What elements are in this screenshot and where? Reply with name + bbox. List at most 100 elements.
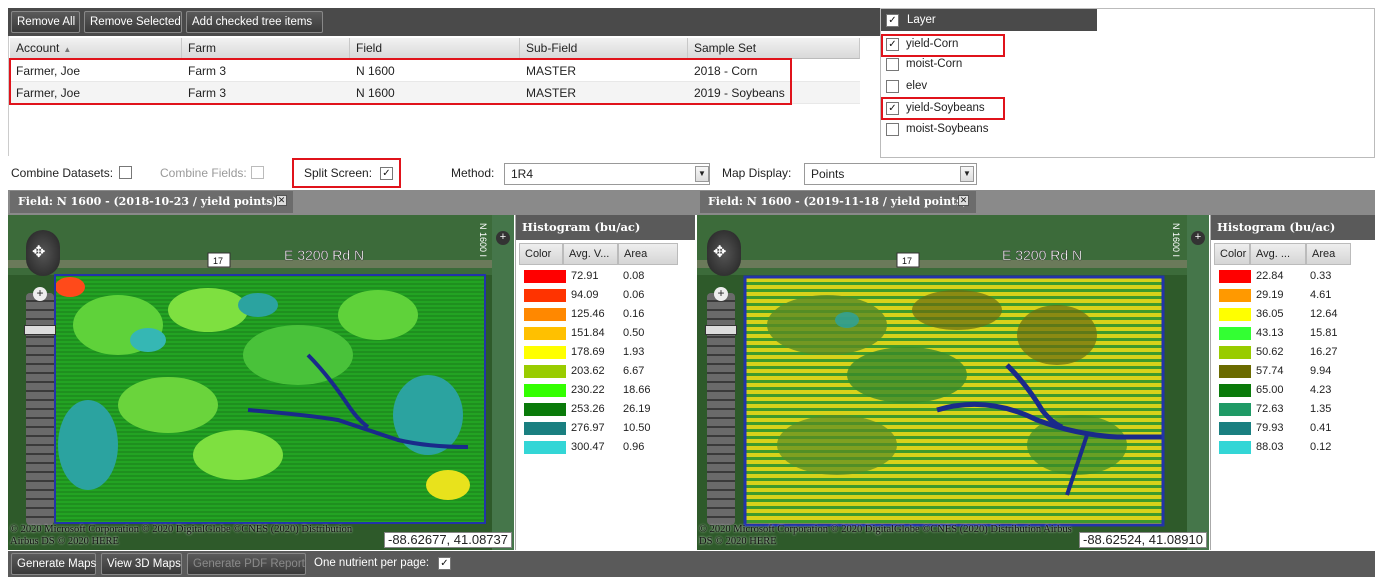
close-icon[interactable]: ✕	[958, 195, 969, 206]
area-value: 15.81	[1310, 327, 1338, 339]
combine-fields-checkbox[interactable]	[251, 166, 264, 179]
cursor-coordinates: -88.62524, 41.08910	[1079, 532, 1207, 548]
add-checked-tree-items-button[interactable]: Add checked tree items	[186, 11, 323, 33]
generate-pdf-report-button[interactable]: Generate PDF Report	[187, 553, 306, 575]
map-view-left[interactable]: E 3200 Rd N 17 ✥ + + N 1600 I © 2020 Mic…	[8, 215, 514, 550]
layer-checkbox[interactable]	[886, 123, 899, 136]
hist-col-area[interactable]: Area	[1306, 243, 1351, 265]
layer-checkbox[interactable]: ✓	[886, 102, 899, 115]
area-value: 6.67	[623, 365, 645, 377]
area-value: 10.50	[623, 422, 651, 434]
split-screen-checkbox[interactable]: ✓	[380, 167, 393, 180]
area-value: 0.50	[623, 327, 645, 339]
layer-item-moist-soybeans[interactable]: moist-Soybeans	[882, 119, 1006, 139]
view-3d-maps-button[interactable]: View 3D Maps	[101, 553, 182, 575]
layer-checkbox[interactable]	[886, 80, 899, 93]
column-header-farm[interactable]: Farm	[182, 38, 350, 59]
zoom-slider[interactable]: +	[705, 287, 737, 525]
layer-item-elev[interactable]: elev	[882, 76, 1006, 96]
chevron-down-icon[interactable]: ▼	[695, 166, 709, 182]
zoom-in-icon[interactable]: +	[714, 287, 728, 301]
zoom-slider[interactable]: +	[24, 287, 56, 525]
pan-control[interactable]: ✥	[26, 230, 60, 276]
column-header-field[interactable]: Field	[350, 38, 520, 59]
map-display-select[interactable]: Points	[804, 163, 977, 185]
method-label: Method:	[451, 166, 495, 180]
rows-highlight	[9, 58, 792, 105]
color-swatch	[1219, 422, 1251, 435]
route-shield: 17	[213, 256, 223, 266]
layer-panel	[880, 8, 1375, 158]
color-swatch	[524, 384, 566, 397]
column-header-account[interactable]: Account ▲	[10, 38, 182, 59]
histogram-row: 50.62 16.27	[1214, 343, 1351, 362]
table-row[interactable]: Farmer, Joe Farm 3 N 1600 MASTER 2019 - …	[10, 82, 860, 104]
color-swatch	[524, 308, 566, 321]
area-value: 0.33	[1310, 270, 1332, 282]
combine-datasets-checkbox[interactable]	[119, 166, 132, 179]
histogram-row: 230.22 18.66	[519, 381, 678, 400]
layer-checkbox[interactable]: ✓	[886, 38, 899, 51]
avg-value: 300.47	[571, 441, 605, 453]
histogram-row: 125.46 0.16	[519, 305, 678, 324]
panel-title-text: Field: N 1600 - (2019-11-18 / yield poin…	[708, 195, 968, 208]
combine-datasets-label: Combine Datasets:	[11, 166, 114, 180]
histogram-title: Histogram (bu/ac)	[516, 215, 695, 240]
chevron-down-icon[interactable]: ▼	[960, 166, 974, 182]
hist-col-color[interactable]: Color	[1214, 243, 1250, 265]
hist-col-color[interactable]: Color	[519, 243, 563, 265]
histogram-row: 65.00 4.23	[1214, 381, 1351, 400]
remove-selected-button[interactable]: Remove Selected	[84, 11, 182, 33]
histogram-row: 72.91 0.08	[519, 267, 678, 286]
plus-icon[interactable]: +	[1191, 231, 1205, 245]
method-select[interactable]: 1R4	[504, 163, 710, 185]
layer-checkbox[interactable]	[886, 58, 899, 71]
avg-value: 43.13	[1256, 327, 1284, 339]
zoom-handle[interactable]	[24, 325, 56, 335]
avg-value: 22.84	[1256, 270, 1284, 282]
color-swatch	[524, 289, 566, 302]
pan-control[interactable]: ✥	[707, 230, 741, 276]
area-value: 0.12	[1310, 441, 1332, 453]
split-screen-highlight	[292, 158, 401, 188]
hist-col-avg[interactable]: Avg. ...	[1250, 243, 1306, 265]
area-value: 1.93	[623, 346, 645, 358]
column-header-sub-field[interactable]: Sub-Field	[520, 38, 688, 59]
hist-col-area[interactable]: Area	[618, 243, 678, 265]
cell-account: Farmer, Joe	[16, 64, 81, 78]
color-swatch	[1219, 308, 1251, 321]
layer-item-yield-corn[interactable]: ✓ yield-Corn	[882, 34, 1006, 54]
zoom-in-icon[interactable]: +	[33, 287, 47, 301]
table-row[interactable]: Farmer, Joe Farm 3 N 1600 MASTER 2018 - …	[10, 60, 860, 82]
histogram-row: 36.05 12.64	[1214, 305, 1351, 324]
cell-sample-set: 2019 - Soybeans	[694, 86, 785, 100]
color-swatch	[1219, 403, 1251, 416]
area-value: 4.23	[1310, 384, 1332, 396]
layer-item-moist-corn[interactable]: moist-Corn	[882, 54, 1006, 74]
zoom-handle[interactable]	[705, 325, 737, 335]
yield-map-left: E 3200 Rd N 17	[8, 215, 514, 550]
layer-item-yield-soybeans[interactable]: ✓ yield-Soybeans	[882, 98, 1006, 118]
one-nutrient-checkbox[interactable]: ✓	[438, 557, 451, 570]
area-value: 0.06	[623, 289, 645, 301]
side-label: N 1600 I	[478, 223, 488, 258]
avg-value: 72.91	[571, 270, 599, 282]
area-value: 0.08	[623, 270, 645, 282]
histogram-row: 79.93 0.41	[1214, 419, 1351, 438]
area-value: 16.27	[1310, 346, 1338, 358]
remove-all-button[interactable]: Remove All	[11, 11, 80, 33]
avg-value: 29.19	[1256, 289, 1284, 301]
generate-maps-button[interactable]: Generate Maps	[11, 553, 96, 575]
layer-select-all-checkbox[interactable]: ✓	[886, 14, 899, 27]
layer-highlight-corn	[881, 34, 1005, 57]
split-screen-label: Split Screen:	[304, 166, 373, 180]
plus-icon[interactable]: +	[496, 231, 510, 245]
cell-sample-set: 2018 - Corn	[694, 64, 758, 78]
color-swatch	[524, 422, 566, 435]
column-header-sample-set[interactable]: Sample Set	[688, 38, 860, 59]
hist-col-avg[interactable]: Avg. V...	[563, 243, 618, 265]
close-icon[interactable]: ✕	[276, 195, 287, 206]
route-shield: 17	[902, 256, 912, 266]
avg-value: 79.93	[1256, 422, 1284, 434]
map-view-right[interactable]: E 3200 Rd N 17 ✥ + + N 1600 I © 2020 Mic…	[697, 215, 1209, 550]
